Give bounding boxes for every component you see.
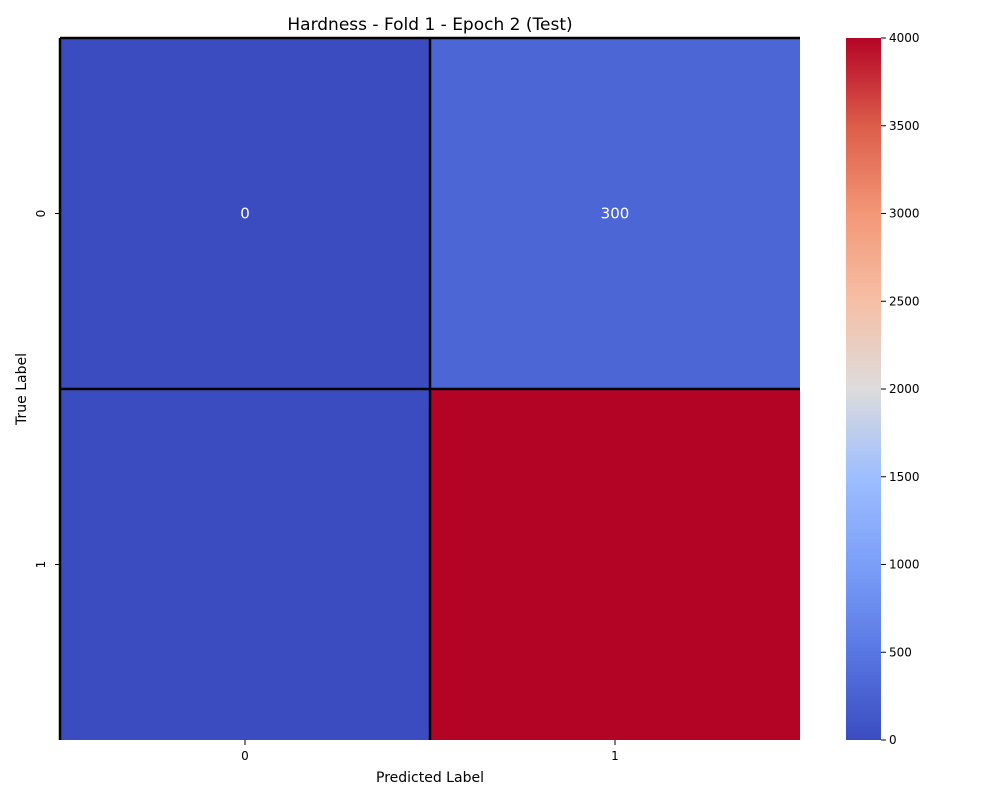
heatmap-cell-1-1 [430,389,800,740]
colorbar-tick-label: 2500 [889,294,920,308]
cell-borders [58,36,800,740]
y-tick-label: 1 [34,561,48,569]
heatmap-cells [60,38,800,740]
colorbar-tick-label: 0 [889,733,897,747]
colorbar [846,38,881,740]
colorbar-tick-label: 500 [889,645,912,659]
colorbar-tick-label: 3500 [889,119,920,133]
heatmap-cell-0-0 [60,38,430,389]
x-axis-label: Predicted Label [376,770,484,786]
colorbar-tick-label: 1500 [889,470,920,484]
heatmap-cell-0-1 [430,38,800,389]
colorbar-ticks: 0 500 1000 1500 2000 2500 3000 3500 4000 [881,31,920,747]
chart-title: Hardness - Fold 1 - Epoch 2 (Test) [287,15,572,35]
cell-annotation-0-1: 300 [601,205,630,223]
y-axis-ticks: 01 [34,210,60,569]
x-tick-label: 0 [241,749,249,763]
y-axis-label: True Label [14,353,30,426]
cell-annotations: 0 300 [240,205,629,223]
x-tick-label: 1 [611,749,619,763]
colorbar-tick-label: 3000 [889,207,920,221]
cell-annotation-0-0: 0 [240,205,250,223]
colorbar-tick-label: 1000 [889,558,920,572]
colorbar-tick-label: 2000 [889,382,920,396]
colorbar-tick-label: 4000 [889,31,920,45]
heatmap-cell-1-0 [60,389,430,740]
y-tick-label: 0 [34,210,48,218]
